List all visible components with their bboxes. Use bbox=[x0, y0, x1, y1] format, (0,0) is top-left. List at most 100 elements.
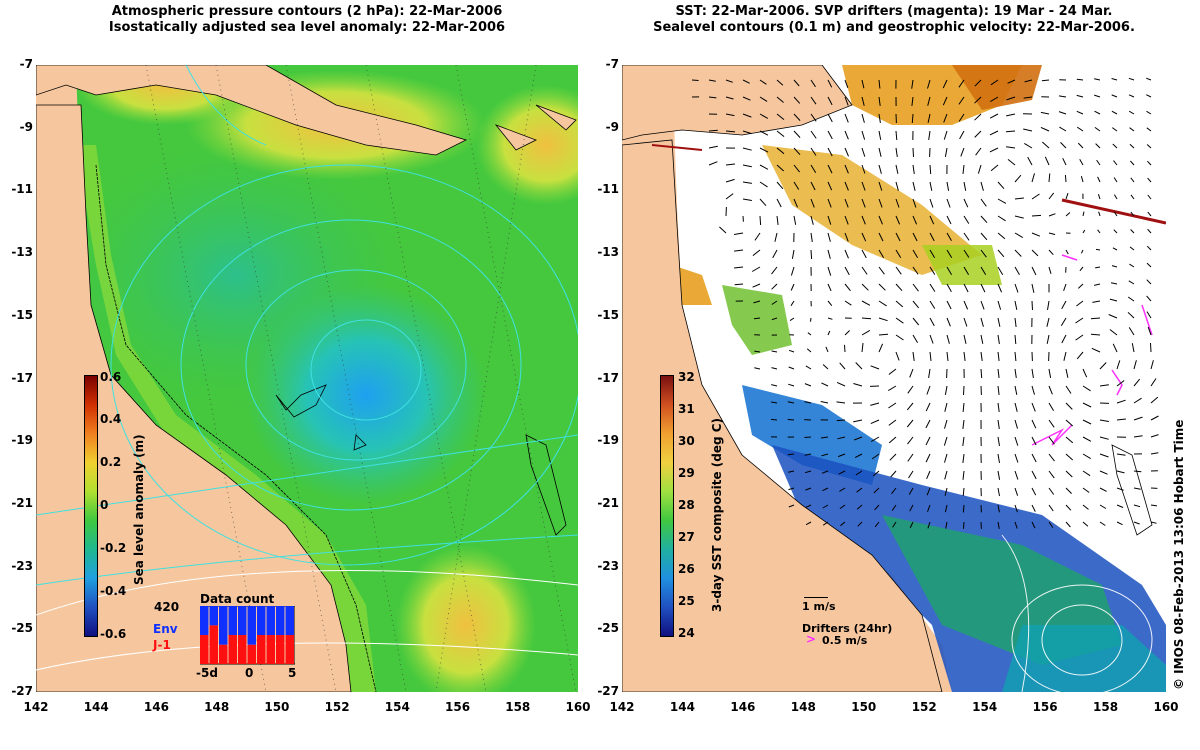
velocity-arrow bbox=[1116, 470, 1125, 474]
data-count-legend-env: Env bbox=[153, 622, 178, 636]
sst-colorbar bbox=[660, 375, 674, 637]
velocity-arrow bbox=[980, 334, 984, 344]
velocity-arrow bbox=[944, 504, 948, 513]
velocity-arrow bbox=[989, 147, 999, 153]
velocity-arrow bbox=[870, 402, 880, 406]
velocity-arrow bbox=[1046, 334, 1050, 344]
velocity-arrow bbox=[1099, 362, 1107, 370]
velocity-arrow bbox=[959, 130, 965, 140]
velocity-arrow bbox=[1065, 368, 1069, 378]
velocity-arrow bbox=[907, 385, 914, 394]
velocity-arrow bbox=[895, 249, 902, 258]
velocity-arrow bbox=[962, 164, 965, 174]
velocity-arrow bbox=[925, 453, 931, 463]
velocity-arrow bbox=[793, 164, 800, 173]
velocity-arrow bbox=[974, 79, 982, 87]
velocity-arrow bbox=[946, 334, 950, 344]
velocity-arrow bbox=[1031, 232, 1041, 237]
velocity-arrow bbox=[925, 402, 931, 412]
velocity-arrow bbox=[1024, 79, 1033, 83]
velocity-arrow bbox=[1048, 266, 1052, 274]
data-count-legend-j1: J-1 bbox=[153, 638, 171, 652]
velocity-arrow bbox=[1048, 213, 1056, 217]
left-y-tick: -17 bbox=[11, 370, 33, 385]
velocity-arrow bbox=[1150, 342, 1152, 353]
velocity-arrow bbox=[1065, 193, 1069, 200]
left-x-tick: 160 bbox=[565, 700, 591, 714]
velocity-arrow bbox=[810, 130, 817, 139]
velocity-arrow bbox=[1146, 262, 1152, 268]
velocity-arrow bbox=[1031, 470, 1037, 480]
velocity-arrow bbox=[926, 487, 931, 496]
velocity-arrow bbox=[810, 215, 814, 225]
velocity-arrow bbox=[891, 487, 897, 495]
velocity-arrow bbox=[1048, 232, 1056, 235]
velocity-arrow bbox=[928, 368, 931, 378]
velocity-arrow bbox=[1094, 110, 1101, 115]
velocity-arrow bbox=[1147, 177, 1152, 183]
velocity-arrow bbox=[725, 193, 734, 200]
velocity-arrow bbox=[771, 367, 778, 370]
velocity-arrow bbox=[837, 436, 846, 440]
velocity-arrow bbox=[1146, 77, 1152, 81]
left-x-tick: 144 bbox=[83, 700, 109, 714]
velocity-arrow bbox=[929, 283, 936, 292]
velocity-arrow bbox=[1099, 521, 1106, 526]
velocity-arrow bbox=[912, 215, 918, 225]
velocity-arrow bbox=[912, 334, 919, 343]
velocity-arrow bbox=[844, 96, 849, 106]
velocity-arrow bbox=[1133, 435, 1143, 438]
velocity-arrow bbox=[872, 470, 880, 477]
velocity-arrow bbox=[1082, 436, 1092, 442]
velocity-arrow bbox=[1130, 211, 1135, 217]
velocity-arrow bbox=[1128, 77, 1135, 81]
velocity-arrow bbox=[734, 249, 744, 252]
left-x-tick: 142 bbox=[23, 700, 49, 714]
velocity-arrow bbox=[1060, 317, 1067, 326]
velocity-arrow bbox=[895, 147, 898, 157]
velocity-arrow bbox=[1082, 419, 1092, 425]
velocity-arrow bbox=[895, 232, 901, 242]
velocity-arrow bbox=[804, 401, 812, 404]
left-x-tick: 146 bbox=[143, 700, 169, 714]
velocity-arrow bbox=[929, 249, 936, 258]
velocity-arrow bbox=[878, 96, 881, 106]
velocity-arrow bbox=[789, 317, 795, 322]
velocity-arrow bbox=[963, 351, 966, 361]
j1-count-bar bbox=[219, 644, 228, 664]
velocity-arrow bbox=[1031, 214, 1042, 217]
velocity-arrow bbox=[925, 419, 931, 429]
velocity-arrow bbox=[1061, 334, 1067, 344]
right-x-tick: 144 bbox=[669, 700, 695, 714]
sst-cool-patches bbox=[742, 385, 1166, 692]
env-count-bar bbox=[285, 606, 294, 635]
drifters-label: Drifters (24hr) bbox=[802, 622, 893, 635]
velocity-arrow bbox=[958, 113, 965, 122]
velocity-arrow bbox=[821, 382, 829, 387]
velocity-arrow bbox=[1079, 266, 1084, 272]
velocity-arrow bbox=[1111, 265, 1118, 268]
velocity-arrow bbox=[776, 96, 784, 103]
velocity-arrow bbox=[1048, 192, 1055, 200]
velocity-arrow bbox=[944, 147, 948, 157]
velocity-arrow bbox=[759, 198, 767, 207]
velocity-arrow bbox=[1128, 280, 1135, 285]
velocity-arrow bbox=[977, 164, 982, 174]
velocity-arrow bbox=[1116, 453, 1126, 456]
velocity-arrow bbox=[997, 249, 1005, 258]
velocity-arrow bbox=[1079, 159, 1084, 166]
velocity-arrow bbox=[962, 504, 965, 513]
velocity-arrow bbox=[1146, 94, 1152, 98]
velocity-arrow bbox=[1041, 79, 1050, 82]
velocity-arrow bbox=[1146, 110, 1152, 115]
velocity-arrow bbox=[776, 198, 782, 208]
velocity-arrow bbox=[878, 249, 885, 258]
velocity-arrow bbox=[1014, 266, 1020, 276]
velocity-arrow bbox=[1090, 333, 1101, 336]
velocity-arrow bbox=[963, 181, 967, 191]
left-y-tick: -27 bbox=[11, 684, 33, 698]
env-count-bar bbox=[238, 606, 247, 635]
velocity-arrow bbox=[1048, 487, 1055, 495]
velocity-arrow bbox=[1065, 504, 1072, 511]
velocity-arrow bbox=[844, 113, 849, 123]
